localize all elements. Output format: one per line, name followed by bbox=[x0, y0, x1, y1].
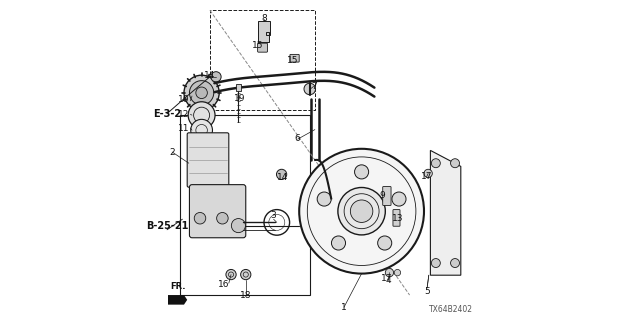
Text: 4: 4 bbox=[386, 276, 392, 285]
Polygon shape bbox=[430, 150, 461, 275]
Bar bbox=[210, 10, 315, 110]
FancyBboxPatch shape bbox=[258, 43, 268, 52]
Text: 16: 16 bbox=[218, 280, 230, 289]
Circle shape bbox=[332, 236, 346, 250]
Circle shape bbox=[424, 169, 433, 178]
Circle shape bbox=[394, 269, 401, 276]
Text: 17: 17 bbox=[420, 172, 432, 181]
Text: 17: 17 bbox=[381, 274, 392, 283]
Circle shape bbox=[431, 159, 440, 168]
Circle shape bbox=[355, 165, 369, 179]
Circle shape bbox=[304, 83, 316, 95]
Circle shape bbox=[451, 259, 460, 268]
FancyBboxPatch shape bbox=[187, 133, 229, 187]
Polygon shape bbox=[258, 21, 270, 42]
Text: 3: 3 bbox=[271, 211, 276, 220]
FancyBboxPatch shape bbox=[393, 210, 400, 226]
Polygon shape bbox=[168, 295, 187, 305]
Text: B-25-21: B-25-21 bbox=[146, 220, 188, 231]
Circle shape bbox=[385, 268, 394, 277]
Circle shape bbox=[184, 75, 219, 110]
Bar bbox=[236, 84, 241, 91]
FancyBboxPatch shape bbox=[290, 54, 300, 62]
Text: 19: 19 bbox=[234, 94, 245, 103]
Text: 2: 2 bbox=[170, 148, 175, 156]
Circle shape bbox=[232, 219, 246, 233]
Circle shape bbox=[191, 119, 212, 141]
Circle shape bbox=[276, 169, 287, 180]
Circle shape bbox=[451, 159, 460, 168]
Text: 8: 8 bbox=[261, 14, 267, 23]
Circle shape bbox=[211, 72, 221, 82]
Text: E-3-2: E-3-2 bbox=[153, 108, 181, 119]
Circle shape bbox=[378, 236, 392, 250]
Circle shape bbox=[431, 259, 440, 268]
Text: 7: 7 bbox=[311, 82, 316, 91]
Text: TX64B2402: TX64B2402 bbox=[429, 305, 473, 314]
Text: 11: 11 bbox=[179, 124, 189, 133]
Circle shape bbox=[338, 188, 385, 235]
Text: FR.: FR. bbox=[170, 282, 186, 291]
Circle shape bbox=[216, 212, 228, 224]
Circle shape bbox=[350, 200, 373, 222]
Text: 13: 13 bbox=[392, 214, 403, 223]
Text: 9: 9 bbox=[380, 191, 385, 200]
Text: 14: 14 bbox=[204, 71, 215, 80]
FancyBboxPatch shape bbox=[189, 185, 246, 238]
Circle shape bbox=[392, 192, 406, 206]
Circle shape bbox=[195, 212, 206, 224]
Circle shape bbox=[226, 269, 236, 280]
FancyBboxPatch shape bbox=[383, 187, 391, 205]
Text: 15: 15 bbox=[287, 56, 298, 65]
Text: 12: 12 bbox=[179, 110, 189, 119]
Circle shape bbox=[241, 269, 251, 280]
Text: 18: 18 bbox=[240, 291, 252, 300]
Text: 1: 1 bbox=[341, 303, 347, 312]
Circle shape bbox=[188, 102, 215, 129]
Text: 5: 5 bbox=[424, 287, 430, 296]
Circle shape bbox=[317, 192, 332, 206]
Text: 14: 14 bbox=[277, 173, 288, 182]
Text: 10: 10 bbox=[179, 95, 189, 104]
Bar bbox=[180, 115, 310, 295]
Circle shape bbox=[300, 149, 424, 274]
Circle shape bbox=[189, 81, 214, 105]
Text: 6: 6 bbox=[295, 134, 300, 143]
Circle shape bbox=[196, 87, 207, 99]
Text: 15: 15 bbox=[252, 41, 263, 50]
